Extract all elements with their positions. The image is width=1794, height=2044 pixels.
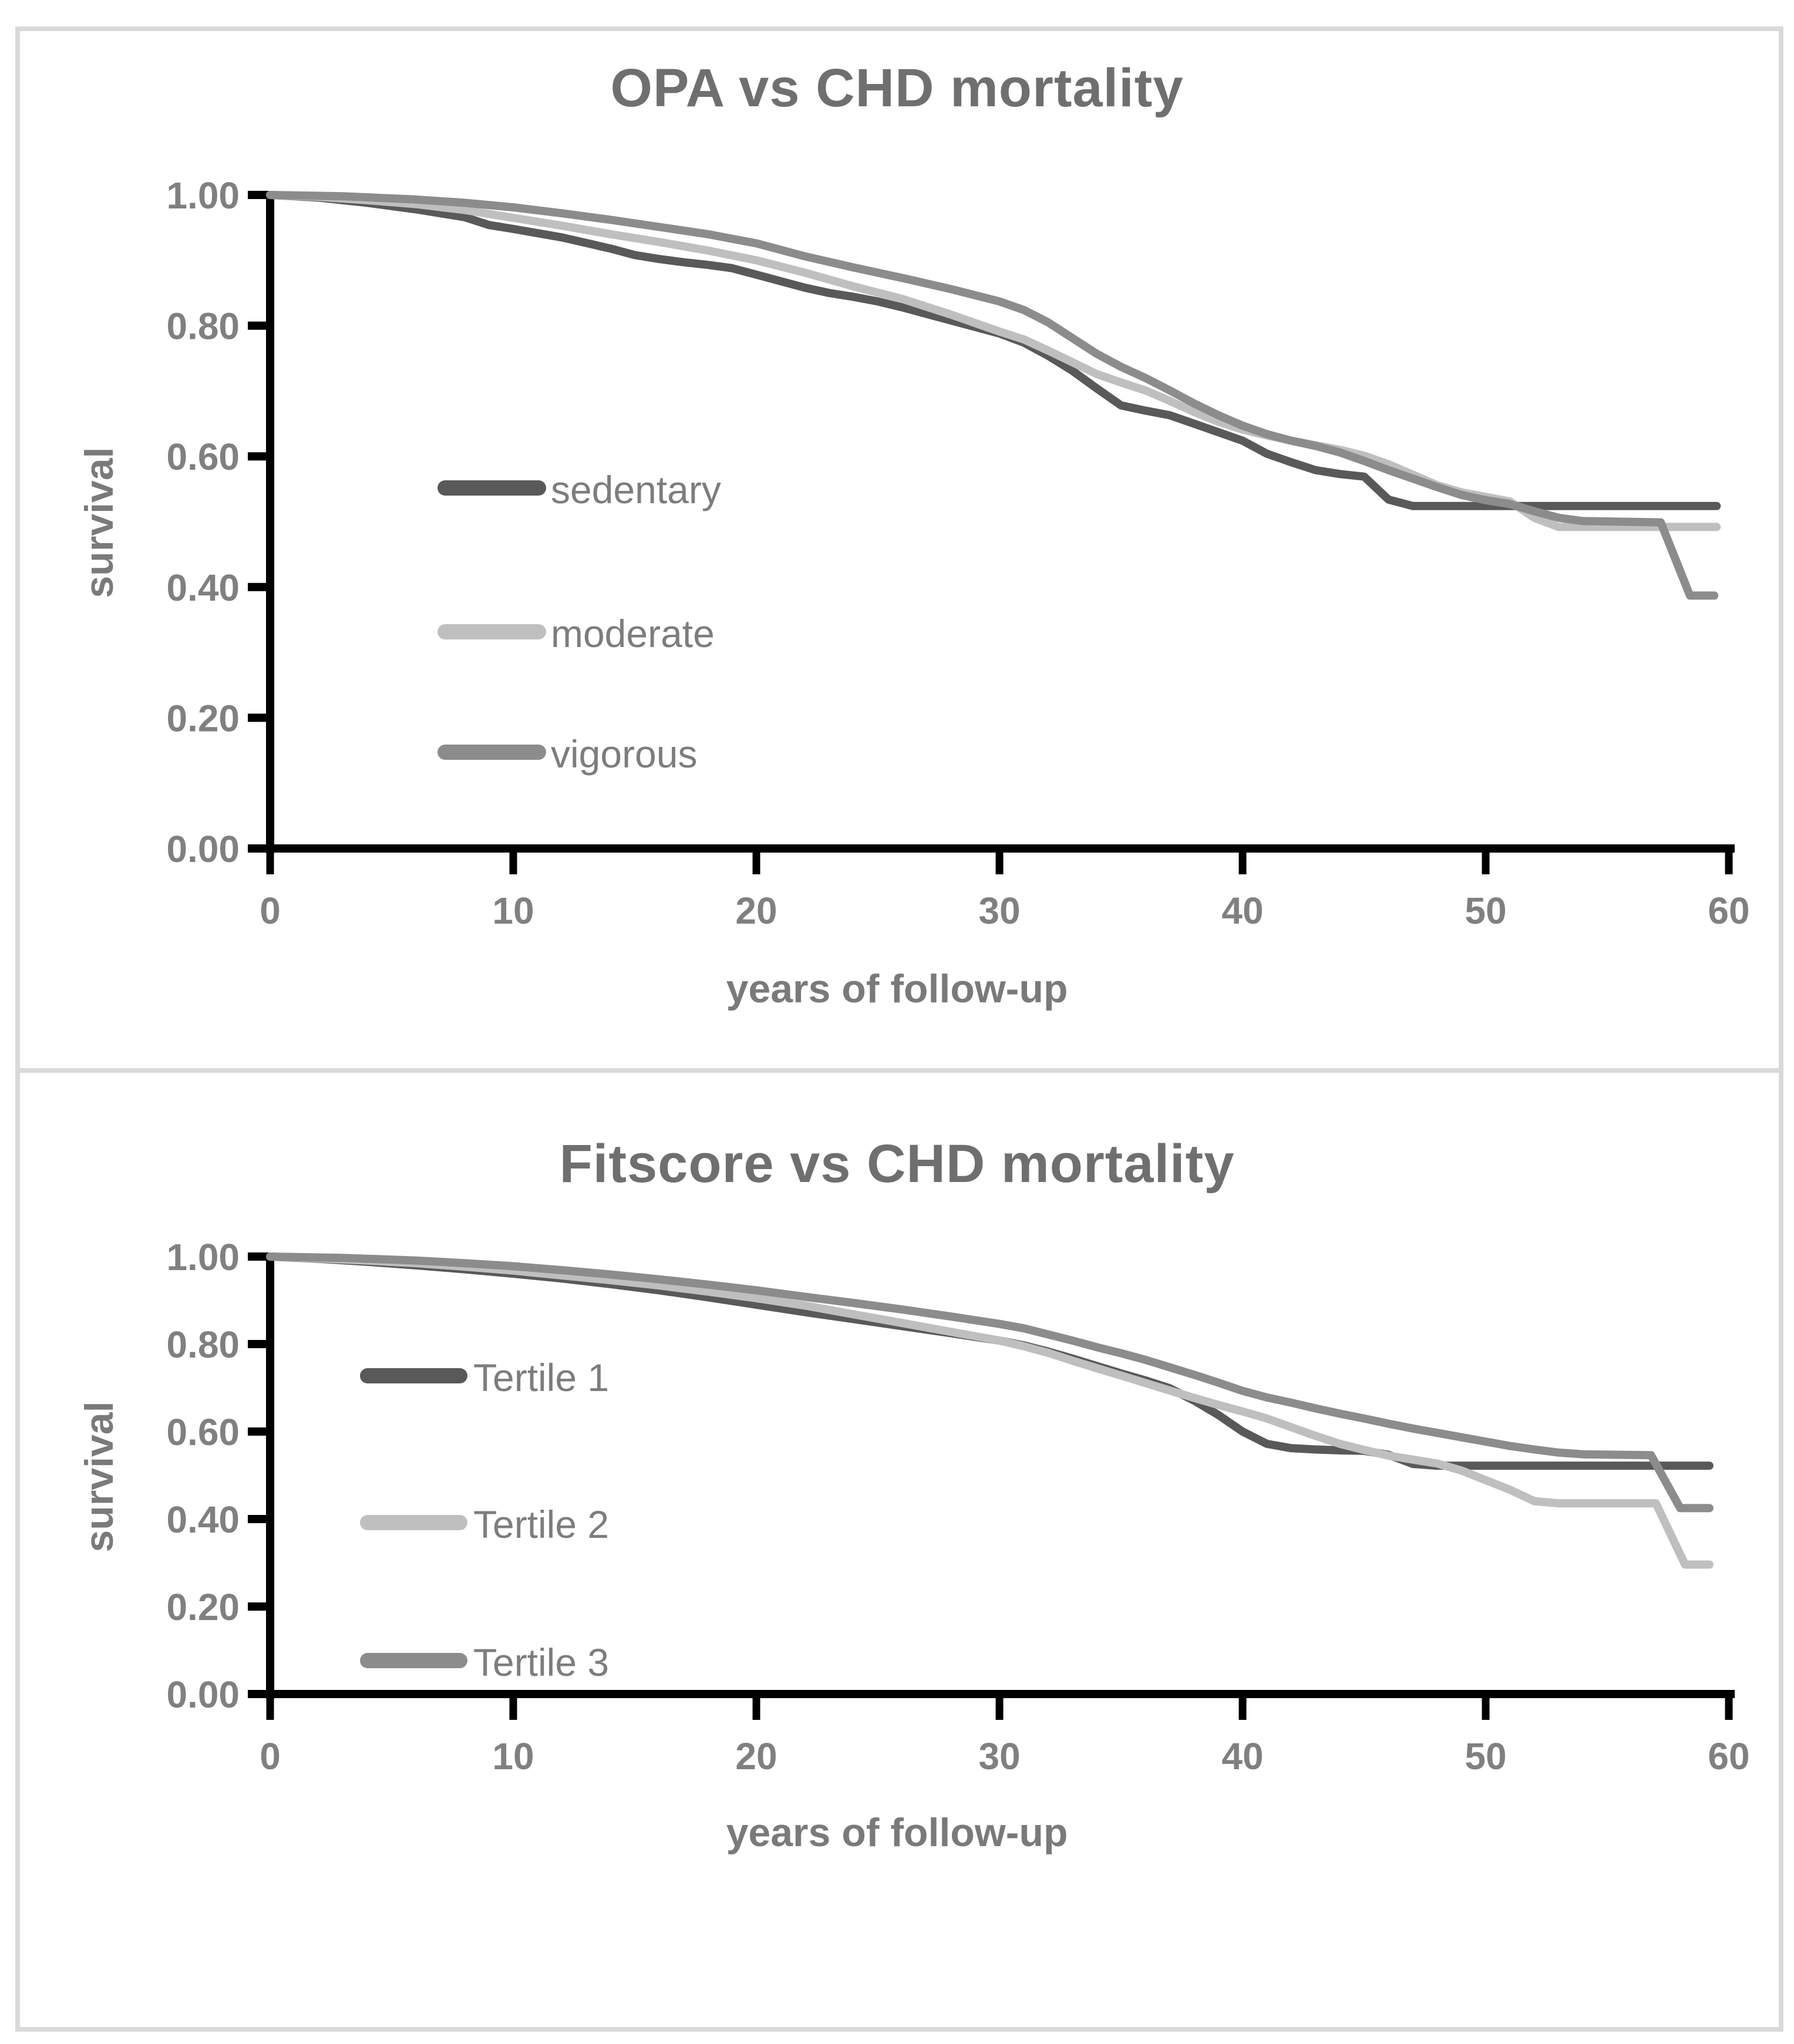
curve-sedentary: [266, 191, 1721, 510]
legend-label: sedentary: [551, 468, 721, 511]
y-axis-label-top: survival: [77, 447, 122, 598]
x-tick-label-1: 30: [978, 1735, 1020, 1777]
x-tick-label-0: 0: [260, 890, 281, 932]
legend-label: Tertile 3: [473, 1641, 610, 1684]
y-tick-label-1: 0.20: [166, 1586, 240, 1628]
y-tick-label-1: 0.60: [166, 1411, 240, 1453]
x-tick-label-0: 40: [1221, 890, 1263, 932]
y-tick-label-0: 0.60: [166, 436, 240, 478]
x-tick-label-1: 0: [260, 1735, 281, 1777]
legend-marker-line: [360, 1653, 467, 1668]
x-tick-label-1: 10: [492, 1735, 534, 1777]
curve-moderate: [266, 191, 1721, 531]
legend-marker-line: [437, 480, 546, 496]
y-tick-label-1: 0.40: [166, 1499, 240, 1541]
panel-divider: [20, 1068, 1779, 1073]
y-tick-label-0: 0.80: [166, 305, 240, 348]
y-axis-label-bottom: survival: [77, 1401, 122, 1553]
y-tick-label-0: 1.00: [166, 174, 240, 217]
x-tick-label-0: 30: [978, 890, 1020, 932]
chart-title-fitscore: Fitscore vs CHD mortality: [559, 1134, 1235, 1194]
legend-marker-line: [437, 624, 546, 639]
y-tick-label-1: 0.80: [166, 1324, 240, 1366]
x-tick-label-1: 40: [1221, 1735, 1263, 1777]
x-tick-label-0: 10: [492, 890, 534, 932]
y-tick-label-1: 0.00: [166, 1673, 240, 1716]
x-tick-label-1: 20: [735, 1735, 777, 1777]
y-tick-label-0: 0.00: [166, 828, 240, 870]
curve-vigorous: [266, 191, 1719, 600]
x-tick-label-0: 50: [1465, 890, 1506, 932]
legend-marker-line: [437, 745, 546, 760]
x-tick-label-1: 60: [1708, 1735, 1749, 1777]
legend-marker-line: [360, 1368, 467, 1383]
chart-title-opa: OPA vs CHD mortality: [610, 58, 1184, 118]
curve-tertile-3: [266, 1252, 1714, 1513]
x-axis-label-top: years of follow-up: [726, 967, 1068, 1011]
legend-label: vigorous: [551, 732, 698, 776]
legend-marker-line: [360, 1515, 467, 1530]
legend-label: Tertile 2: [473, 1503, 610, 1546]
x-axis-label-bottom: years of follow-up: [726, 1810, 1068, 1855]
y-tick-label-1: 1.00: [166, 1236, 240, 1278]
curve-tertile-2: [266, 1252, 1714, 1569]
y-tick-label-0: 0.20: [166, 697, 240, 739]
legend-label: moderate: [551, 612, 715, 655]
x-tick-label-1: 50: [1465, 1735, 1506, 1777]
x-tick-label-0: 60: [1708, 890, 1749, 932]
x-tick-label-0: 20: [735, 890, 777, 932]
legend-label: Tertile 1: [473, 1356, 610, 1399]
y-tick-label-0: 0.40: [166, 567, 240, 609]
